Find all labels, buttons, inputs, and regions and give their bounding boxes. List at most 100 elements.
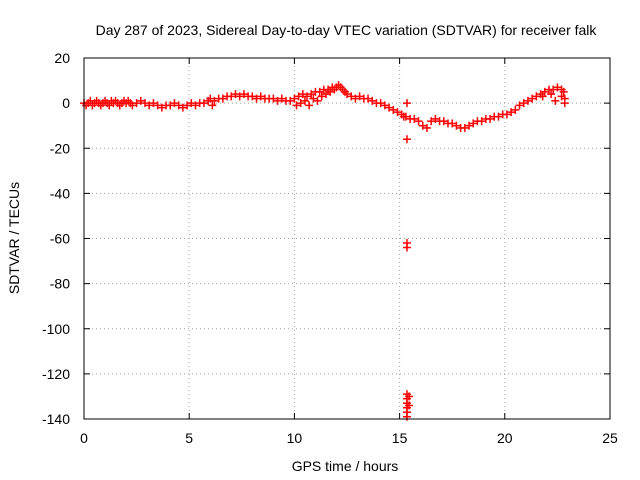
data-point [347,92,356,101]
grid [84,58,610,419]
data-point [317,92,326,101]
data-point [431,114,440,123]
data-point [286,96,295,105]
data-point [393,108,402,117]
data-point [557,92,566,101]
data-point [511,105,520,114]
data-point [218,94,227,103]
x-tick-label: 0 [80,430,88,446]
data-point [191,101,200,110]
y-tick-label: -100 [42,321,70,337]
data-point [105,101,114,110]
data-point [153,101,162,110]
data-point [418,121,427,130]
data-point [309,94,318,103]
data-point [183,101,192,110]
data-point [178,103,187,112]
data-point [376,99,385,108]
data-point [405,392,414,401]
data-point [136,96,145,105]
data-point [307,90,316,99]
data-point [414,117,423,126]
data-point [523,96,532,105]
data-points [80,81,569,421]
data-point [248,92,257,101]
data-point [313,96,322,105]
data-point [303,92,312,101]
data-point [559,87,568,96]
axis-ticks: 0 5 10 15 20 25 20 0 -20 -40 -60 -80 -100 -120 -140 [42,50,618,446]
data-point [149,99,158,108]
data-point [235,92,244,101]
data-point [290,94,299,103]
data-point [351,94,360,103]
data-point [157,103,166,112]
data-point [427,117,436,126]
data-point [277,94,286,103]
data-point [477,117,486,126]
data-point [402,243,411,252]
data-point [252,94,261,103]
plot-frame [83,57,611,420]
data-point [469,119,478,128]
x-tick-label: 20 [497,430,513,446]
data-point [199,99,208,108]
data-point [551,96,560,105]
data-point [239,90,248,99]
y-tick-label: 20 [54,50,70,66]
data-point [460,123,469,132]
y-tick-label: -60 [50,231,70,247]
x-tick-label: 5 [185,430,193,446]
data-point [315,87,324,96]
data-point [507,108,516,117]
x-tick-label: 25 [602,430,618,446]
data-point [210,96,219,105]
data-point [422,123,431,132]
data-point [166,101,175,110]
data-point [368,96,377,105]
data-point [208,101,217,110]
data-point [326,87,335,96]
data-point [364,94,373,103]
x-tick-label: 10 [287,430,303,446]
data-point [296,99,305,108]
x-axis-label: GPS time / hours [292,458,399,474]
data-point [410,114,419,123]
data-point [132,99,141,108]
data-point [300,96,309,105]
data-point [145,101,154,110]
data-point [227,92,236,101]
data-point [553,83,562,92]
data-point [465,121,474,130]
data-point [141,99,150,108]
data-point [547,90,556,99]
y-tick-label: -80 [50,276,70,292]
chart-title: Day 287 of 2023, Sidereal Day-to-day VTE… [96,22,598,38]
data-point [294,92,303,101]
y-tick-label: 0 [62,95,70,111]
y-tick-label: -120 [42,366,70,382]
data-point [519,99,528,108]
data-point [540,87,549,96]
data-point [549,85,558,94]
data-point [385,103,394,112]
data-point [269,94,278,103]
data-point [402,99,411,108]
y-tick-label: -40 [50,185,70,201]
data-point [292,101,301,110]
data-point [298,90,307,99]
data-point [380,101,389,110]
x-tick-label: 15 [392,430,408,446]
data-point [206,94,215,103]
data-point [486,114,495,123]
y-tick-label: -20 [50,140,70,156]
data-point [560,99,569,108]
y-axis-label: SDTVAR / TECUs [6,182,22,294]
data-point [321,90,330,99]
data-point [448,119,457,128]
data-point [515,101,524,110]
data-point [128,101,137,110]
data-point [187,99,196,108]
data-point [528,94,537,103]
